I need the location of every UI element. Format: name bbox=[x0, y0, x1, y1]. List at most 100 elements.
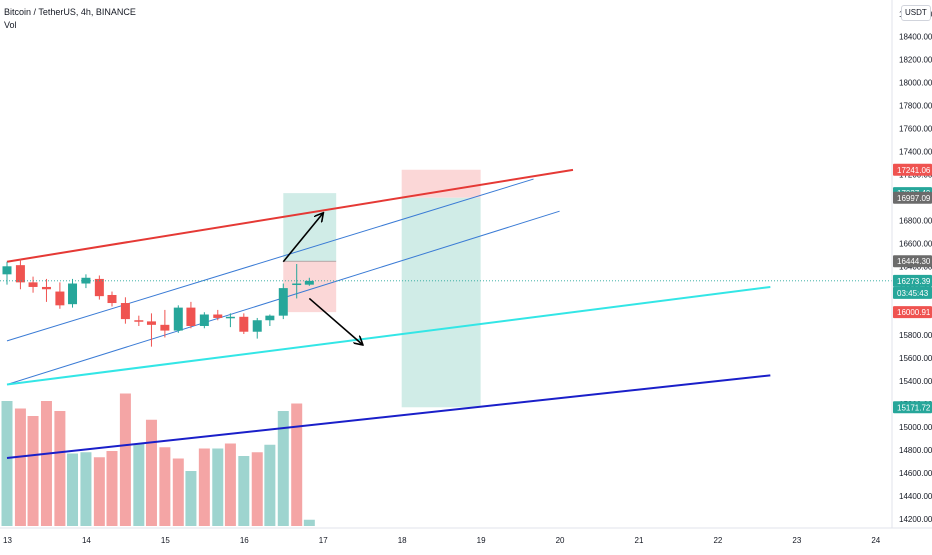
price-tick-label: 15400.00 bbox=[899, 377, 932, 386]
candle-body[interactable] bbox=[94, 278, 104, 297]
volume-bar bbox=[67, 453, 79, 526]
time-tick-label: 22 bbox=[713, 536, 722, 545]
price-label: 15171.72 bbox=[897, 403, 931, 412]
price-tick-label: 18400.00 bbox=[899, 33, 932, 42]
time-tick-label: 15 bbox=[161, 536, 170, 545]
time-tick-label: 18 bbox=[398, 536, 407, 545]
volume-bar bbox=[251, 452, 263, 526]
time-tick-label: 16 bbox=[240, 536, 249, 545]
volume-bar bbox=[277, 411, 289, 526]
price-tick-label: 17800.00 bbox=[899, 102, 932, 111]
price-tick-label: 14400.00 bbox=[899, 492, 932, 501]
volume-bar bbox=[133, 443, 145, 526]
candle-body[interactable] bbox=[265, 315, 275, 321]
candle-body[interactable] bbox=[55, 291, 65, 306]
volume-bar bbox=[198, 448, 210, 526]
candle-body[interactable] bbox=[213, 314, 223, 318]
up-arrow[interactable] bbox=[282, 213, 322, 263]
candle-body[interactable] bbox=[304, 280, 314, 285]
long-stop-zone[interactable] bbox=[283, 261, 337, 313]
candle-body[interactable] bbox=[81, 277, 91, 284]
volume-bar bbox=[40, 401, 52, 526]
volume-bar bbox=[238, 456, 250, 526]
time-tick-label: 24 bbox=[871, 536, 880, 545]
countdown-label: 03:45:43 bbox=[897, 289, 929, 298]
price-tick-label: 14600.00 bbox=[899, 469, 932, 478]
candle-body[interactable] bbox=[134, 320, 144, 322]
time-tick-label: 19 bbox=[477, 536, 486, 545]
volume-bar bbox=[303, 519, 315, 526]
symbol-title: Bitcoin / TetherUS, 4h, BINANCE bbox=[4, 7, 136, 17]
candle-body[interactable] bbox=[292, 283, 302, 286]
volume-bar bbox=[159, 447, 171, 526]
price-tick-label: 14800.00 bbox=[899, 446, 932, 455]
candle-body[interactable] bbox=[160, 324, 170, 331]
volume-bar bbox=[1, 401, 13, 526]
time-tick-label: 23 bbox=[792, 536, 801, 545]
volume-bar bbox=[80, 452, 92, 526]
price-tick-label: 14200.00 bbox=[899, 515, 932, 524]
channel-upper-line[interactable] bbox=[6, 178, 534, 342]
candle-body[interactable] bbox=[2, 266, 12, 275]
price-tick-label: 18000.00 bbox=[899, 79, 932, 88]
candle-body[interactable] bbox=[199, 314, 209, 326]
price-label-box bbox=[893, 306, 932, 319]
candle-body[interactable] bbox=[120, 303, 130, 320]
down-arrow[interactable] bbox=[308, 297, 362, 344]
volume-bar bbox=[264, 444, 276, 526]
countdown-box bbox=[893, 286, 932, 299]
navy-support-line[interactable] bbox=[6, 374, 771, 459]
short-target-zone[interactable] bbox=[401, 197, 481, 408]
candle-body[interactable] bbox=[68, 283, 78, 305]
price-label: 16273.39 bbox=[897, 277, 931, 286]
currency-button[interactable]: USDT bbox=[901, 5, 931, 21]
volume-bar bbox=[119, 393, 131, 526]
volume-bar bbox=[54, 411, 66, 526]
candle-body[interactable] bbox=[15, 265, 25, 283]
price-label-box bbox=[893, 191, 932, 204]
time-tick-label: 13 bbox=[3, 536, 12, 545]
candle-body[interactable] bbox=[28, 282, 38, 287]
price-tick-label: 17400.00 bbox=[899, 148, 932, 157]
volume-bar bbox=[212, 448, 224, 526]
upper-red-line[interactable] bbox=[6, 168, 574, 263]
candle-body[interactable] bbox=[278, 288, 288, 316]
price-label-box bbox=[893, 255, 932, 268]
volume-bar bbox=[93, 457, 105, 526]
price-tick-label: 15600.00 bbox=[899, 354, 932, 363]
volume-bar bbox=[27, 416, 39, 526]
time-tick-label: 20 bbox=[556, 536, 565, 545]
candle-body[interactable] bbox=[252, 320, 262, 332]
candle-body[interactable] bbox=[225, 316, 235, 319]
time-tick-label: 14 bbox=[82, 536, 91, 545]
candle-body[interactable] bbox=[186, 307, 196, 326]
time-tick-label: 21 bbox=[635, 536, 644, 545]
price-label-box bbox=[893, 274, 932, 287]
price-label-box bbox=[893, 401, 932, 414]
price-label: 16997.09 bbox=[897, 194, 931, 203]
candle-body[interactable] bbox=[173, 307, 183, 331]
price-tick-label: 17600.00 bbox=[899, 125, 932, 134]
price-tick-label: 15800.00 bbox=[899, 331, 932, 340]
price-tick-label: 18200.00 bbox=[899, 56, 932, 65]
volume-bar bbox=[145, 419, 157, 526]
volume-indicator-label[interactable]: Vol bbox=[4, 20, 17, 30]
candle-body[interactable] bbox=[41, 286, 51, 290]
short-stop-zone[interactable] bbox=[401, 169, 481, 198]
volume-bar bbox=[14, 408, 26, 526]
time-tick-label: 17 bbox=[319, 536, 328, 545]
candle-body[interactable] bbox=[239, 316, 249, 332]
price-label: 16000.91 bbox=[897, 308, 931, 317]
price-label: 16444.30 bbox=[897, 257, 931, 266]
candle-body[interactable] bbox=[146, 321, 156, 325]
cyan-support-line[interactable] bbox=[6, 285, 771, 386]
price-tick-label: 15000.00 bbox=[899, 423, 932, 432]
volume-bar bbox=[185, 471, 197, 526]
candle-body[interactable] bbox=[107, 294, 117, 304]
volume-bar bbox=[224, 443, 236, 526]
price-tick-label: 16800.00 bbox=[899, 216, 932, 225]
volume-bar bbox=[291, 403, 303, 526]
price-label-box bbox=[893, 163, 932, 176]
